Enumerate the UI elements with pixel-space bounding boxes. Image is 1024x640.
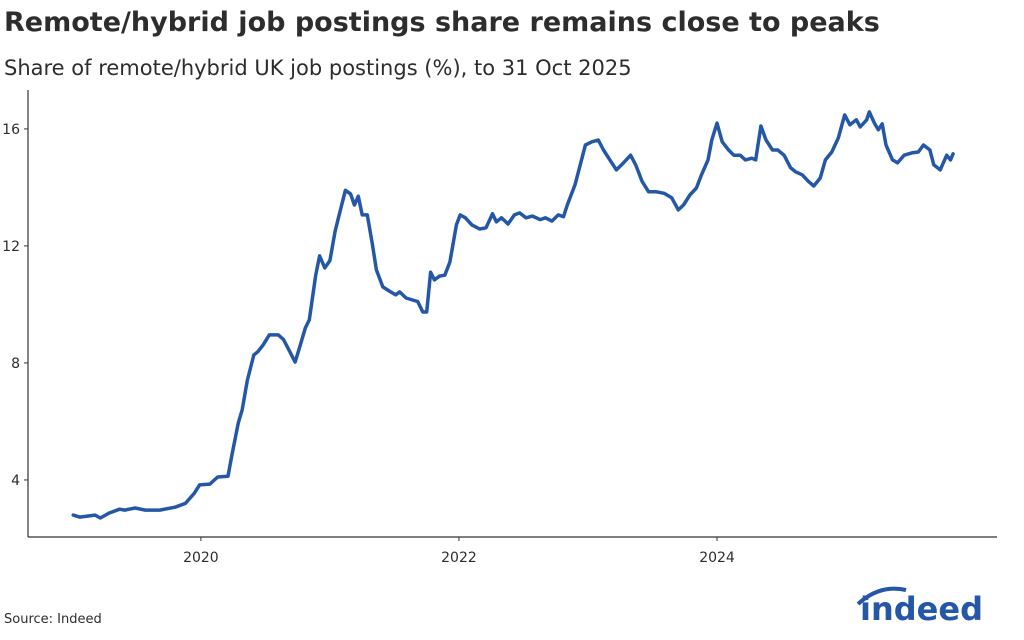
y-tick-label: 8 (11, 356, 20, 372)
y-tick-label: 16 (2, 122, 20, 138)
data-line (71, 110, 955, 520)
x-tick-label: 2024 (699, 550, 735, 566)
logo: indeed (860, 590, 983, 628)
logo-arc (856, 586, 907, 606)
source: Source: Indeed (4, 612, 102, 627)
y-tick-label: 4 (11, 473, 20, 489)
y-tick-label: 12 (2, 239, 20, 255)
x-tick-label: 2020 (183, 550, 219, 566)
x-tick-label: 2022 (441, 550, 477, 566)
chart-title: Remote/hybrid job postings share remains… (4, 7, 880, 38)
chart-subtitle: Share of remote/hybrid UK job postings (… (4, 56, 632, 80)
